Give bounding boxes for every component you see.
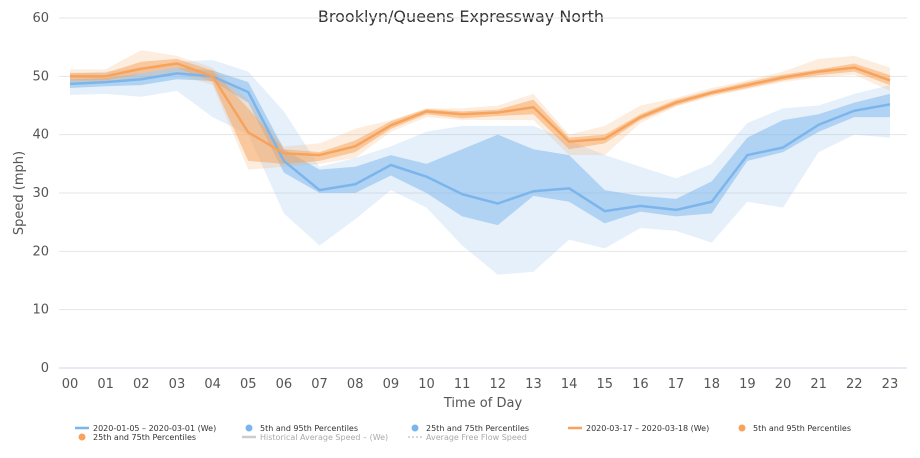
x-axis-label: Time of Day xyxy=(443,396,523,411)
x-tick-label: 15 xyxy=(596,377,613,392)
legend-label: 5th and 95th Percentiles xyxy=(753,424,851,433)
x-tick-label: 10 xyxy=(418,377,435,392)
y-tick-label: 10 xyxy=(32,303,49,318)
x-tick-label: 04 xyxy=(204,377,221,392)
x-tick-label: 21 xyxy=(810,377,827,392)
legend-item[interactable]: 2020-01-05 – 2020-03-01 (We) xyxy=(75,424,216,433)
x-tick-label: 09 xyxy=(383,377,400,392)
x-axis-ticks: 00 01 02 03 04 05 06 07 08 09 10 11 12 13 14 15 16 17 18 19… xyxy=(62,377,898,392)
y-axis-ticks: 0 10 20 30 40 50 60 xyxy=(32,11,49,376)
x-tick-label: 16 xyxy=(632,377,649,392)
legend-label: 2020-03-17 – 2020-03-18 (We) xyxy=(586,424,709,433)
x-tick-label: 08 xyxy=(347,377,364,392)
legend-label: Historical Average Speed – (We) xyxy=(260,433,388,442)
x-tick-label: 20 xyxy=(775,377,792,392)
series-0-line xyxy=(69,72,891,213)
x-tick-label: 17 xyxy=(668,377,685,392)
legend-item[interactable]: 5th and 95th Percentiles xyxy=(738,424,852,433)
legend-dot-symbol xyxy=(411,424,419,432)
chart-legend: 2020-01-05 – 2020-03-01 (We) 5th and 95th… xyxy=(75,424,851,442)
y-tick-label: 20 xyxy=(32,244,49,259)
x-tick-label: 12 xyxy=(490,377,507,392)
legend-label: 25th and 75th Percentiles xyxy=(426,424,529,433)
x-tick-label: 13 xyxy=(525,377,542,392)
series-0-band-25-75 xyxy=(70,67,890,226)
x-tick-label: 23 xyxy=(882,377,899,392)
legend-dot-symbol xyxy=(738,424,746,432)
legend-item[interactable]: 25th and 75th Percentiles xyxy=(411,424,530,433)
y-tick-label: 60 xyxy=(32,11,49,26)
percentile-bands xyxy=(70,50,890,275)
y-tick-label: 30 xyxy=(32,186,49,201)
y-tick-label: 40 xyxy=(32,128,49,143)
y-tick-label: 50 xyxy=(32,69,49,84)
series-lines xyxy=(69,62,891,213)
x-tick-label: 11 xyxy=(454,377,471,392)
y-tick-label: 0 xyxy=(41,361,49,376)
legend-item[interactable]: 25th and 75th Percentiles xyxy=(78,433,197,442)
x-tick-label: 22 xyxy=(846,377,863,392)
x-tick-label: 19 xyxy=(739,377,756,392)
x-tick-label: 03 xyxy=(169,377,186,392)
x-tick-label: 06 xyxy=(276,377,293,392)
legend-dot-symbol xyxy=(78,433,86,441)
legend-label: Average Free Flow Speed xyxy=(426,433,527,442)
x-tick-label: 14 xyxy=(561,377,578,392)
chart-title: Brooklyn/Queens Expressway North xyxy=(318,7,604,26)
x-tick-label: 05 xyxy=(240,377,257,392)
legend-item[interactable]: Average Free Flow Speed xyxy=(408,433,527,442)
x-tick-label: 02 xyxy=(133,377,150,392)
legend-label: 5th and 95th Percentiles xyxy=(260,424,358,433)
legend-label: 25th and 75th Percentiles xyxy=(93,433,196,442)
x-tick-label: 01 xyxy=(97,377,114,392)
series-1-band-25-75 xyxy=(70,58,890,164)
legend-dot-symbol xyxy=(245,424,253,432)
legend-item[interactable]: Historical Average Speed – (We) xyxy=(242,433,388,442)
legend-label: 2020-01-05 – 2020-03-01 (We) xyxy=(93,424,216,433)
legend-item[interactable]: 2020-03-17 – 2020-03-18 (We) xyxy=(568,424,709,433)
y-axis-label: Speed (mph) xyxy=(12,151,27,235)
x-tick-label: 07 xyxy=(311,377,328,392)
series-1-line xyxy=(70,62,891,157)
x-tick-label: 18 xyxy=(703,377,720,392)
x-tick-label: 00 xyxy=(62,377,79,392)
legend-item[interactable]: 5th and 95th Percentiles xyxy=(245,424,359,433)
